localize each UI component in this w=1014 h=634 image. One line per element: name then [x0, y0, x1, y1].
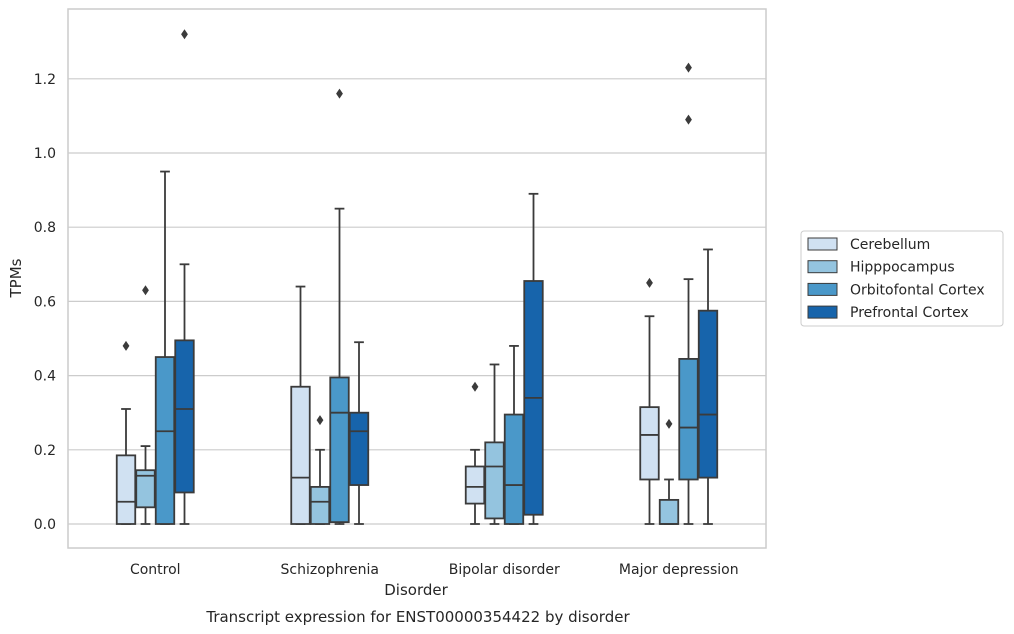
y-tick-label: 0.4 [34, 369, 56, 385]
y-tick-label: 1.2 [34, 72, 56, 88]
box [174, 339, 195, 494]
y-tick-label: 1.0 [34, 146, 56, 162]
legend: Cerebellum Hipppocampus Orbitofontal Corte… [800, 230, 1004, 327]
x-tick-label: Control [130, 562, 181, 578]
box-group [639, 277, 660, 525]
y-tick-label: 0.0 [34, 517, 56, 533]
outlier-point [471, 381, 479, 392]
box [503, 413, 525, 525]
x-tick-label: Major depression [619, 562, 739, 578]
box-group [678, 62, 699, 525]
legend-label: Hipppocampus [850, 260, 955, 276]
y-tick-label: 0.8 [34, 220, 56, 236]
y-tick-labels: 0.0 0.2 0.4 0.6 0.8 1.0 1.2 [34, 72, 56, 533]
x-tick-label: Schizophrenia [281, 562, 379, 578]
box-group [503, 345, 525, 525]
box [658, 498, 680, 525]
legend-frame [800, 230, 1004, 327]
plot-frame [67, 8, 767, 549]
legend-swatch [807, 237, 838, 251]
box [464, 465, 486, 505]
box-group [135, 285, 156, 525]
x-axis-label: Disorder [384, 581, 448, 599]
outlier-point [665, 418, 673, 429]
box-group [115, 340, 137, 525]
y-tick-label: 0.6 [34, 294, 56, 310]
box-group [329, 88, 350, 525]
y-axis-label: TPMs [7, 258, 25, 298]
y-tick-label: 0.2 [34, 443, 56, 459]
legend-label: Prefrontal Cortex [850, 305, 969, 321]
box [639, 406, 660, 481]
box [135, 469, 156, 509]
outlier-point [122, 340, 130, 351]
box-group [697, 248, 719, 525]
legend-swatch [807, 260, 838, 274]
outlier-point [685, 62, 692, 73]
box [484, 441, 505, 520]
outlier-point [316, 415, 324, 426]
x-tick-label: Bipolar disorder [449, 562, 560, 578]
legend-label: Orbitofontal Cortex [850, 282, 985, 298]
box-group [154, 170, 176, 525]
legend-swatch [807, 305, 838, 319]
box [329, 376, 350, 524]
box [678, 358, 699, 481]
box [348, 411, 370, 486]
box-group [348, 341, 370, 525]
box-group [309, 415, 331, 525]
outlier-point [685, 114, 692, 125]
legend-label: Cerebellum [850, 237, 930, 253]
box-group [523, 192, 544, 525]
outlier-point [181, 29, 188, 40]
box-plots [115, 29, 719, 525]
box [115, 454, 137, 525]
box [697, 309, 719, 479]
outlier-point [646, 277, 653, 288]
box-group [290, 285, 311, 525]
box-group [484, 363, 505, 525]
box [154, 356, 176, 525]
outlier-point [142, 285, 149, 296]
box [290, 385, 311, 525]
x-tick-labels: Control Schizophrenia Bipolar disorder Majo… [130, 562, 739, 578]
box-group [658, 418, 680, 525]
box-group [464, 381, 486, 525]
chart-title: Transcript expression for ENST0000035442… [205, 608, 630, 626]
legend-swatch [807, 282, 838, 296]
box [309, 485, 331, 525]
outlier-point [336, 88, 343, 99]
box-group [174, 29, 195, 525]
